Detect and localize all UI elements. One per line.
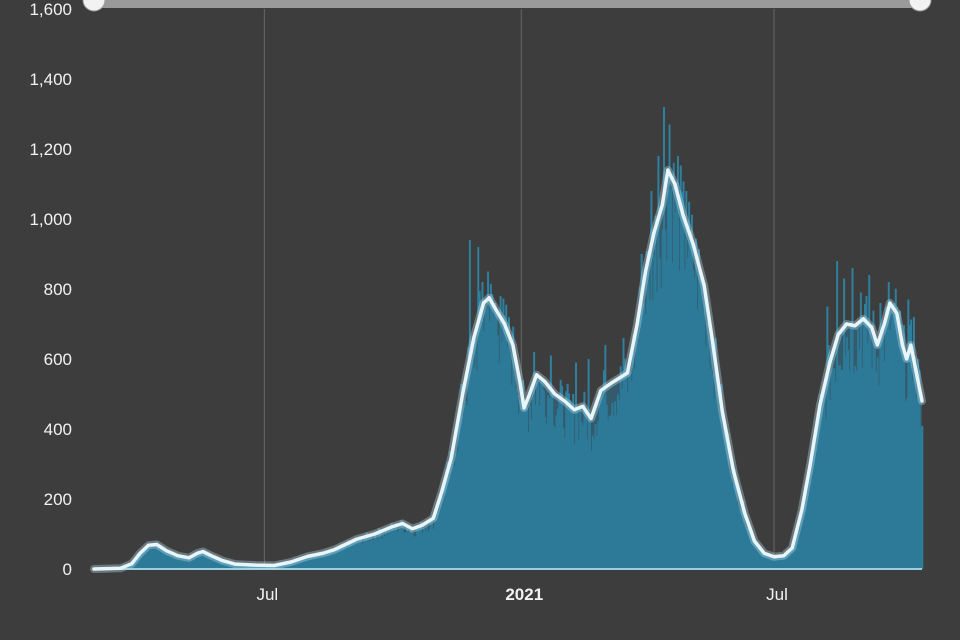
y-tick-label: 800 xyxy=(44,280,72,299)
range-scrollbar[interactable] xyxy=(82,0,932,12)
x-tick-label: 2021 xyxy=(505,585,543,604)
average-area xyxy=(94,170,922,569)
scrollbar-right-handle[interactable] xyxy=(908,0,932,12)
scrollbar-left-handle[interactable] xyxy=(82,0,106,12)
y-tick-label: 1,400 xyxy=(29,70,72,89)
y-tick-label: 200 xyxy=(44,490,72,509)
average-line xyxy=(92,168,924,571)
x-tick-label: Jul xyxy=(766,585,788,604)
y-tick-label: 1,000 xyxy=(29,210,72,229)
x-axis-ticks: Jul 2021 Jul xyxy=(256,585,787,604)
bar xyxy=(921,425,924,569)
y-tick-label: 0 xyxy=(63,560,72,579)
y-axis-ticks: 0 200 400 600 800 1,000 1,200 1,400 1,600 xyxy=(29,0,72,579)
y-tick-label: 1,600 xyxy=(29,0,72,19)
y-tick-label: 1,200 xyxy=(29,140,72,159)
y-tick-label: 400 xyxy=(44,420,72,439)
y-tick-label: 600 xyxy=(44,350,72,369)
scrollbar-track[interactable] xyxy=(94,0,920,8)
x-tick-label: Jul xyxy=(256,585,278,604)
